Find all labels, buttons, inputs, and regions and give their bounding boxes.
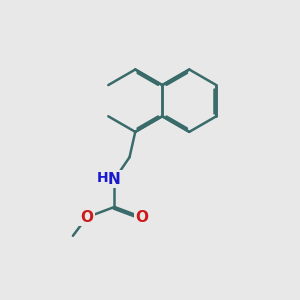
Text: H: H — [97, 171, 108, 185]
Text: N: N — [108, 172, 121, 187]
Text: O: O — [136, 210, 149, 225]
Text: O: O — [80, 210, 93, 225]
